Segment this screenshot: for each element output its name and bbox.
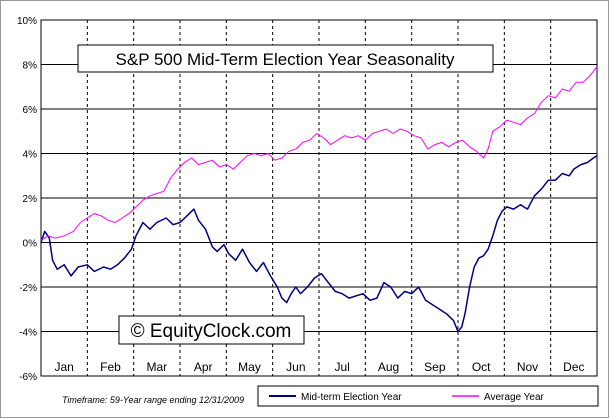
x-tick-label: Jul (334, 360, 349, 374)
watermark-box: © EquityClock.com (118, 315, 305, 345)
x-axis-ticks: Jan Feb Mar Apr May Jun Jul Aug Sep Oct Nov Dec (54, 360, 584, 374)
y-tick-label: 2% (23, 194, 38, 205)
x-tick-label: Jun (286, 360, 305, 374)
y-tick-label: -6% (19, 372, 37, 383)
y-tick-label: -4% (19, 328, 37, 339)
x-tick-label: Aug (378, 360, 399, 374)
y-tick-label: 8% (23, 61, 38, 72)
title-border (77, 44, 494, 73)
x-tick-label: Jan (54, 360, 73, 374)
x-tick-label: Apr (194, 360, 213, 374)
x-tick-label: May (238, 360, 261, 374)
chart-title: S&P 500 Mid-Term Election Year Seasonali… (116, 50, 455, 69)
y-tick-label: 0% (23, 239, 38, 250)
average-year-line (40, 66, 598, 241)
y-tick-label: 4% (23, 150, 38, 161)
x-tick-label: Oct (472, 360, 491, 374)
y-tick-label: -2% (19, 283, 37, 294)
x-tick-label: Feb (100, 360, 121, 374)
x-tick-label: Sep (424, 360, 446, 374)
legend-label-average: Average Year (484, 392, 545, 403)
x-tick-label: Dec (563, 360, 584, 374)
legend: Mid-term Election Year Average Year (257, 385, 599, 407)
title-box: S&P 500 Mid-Term Election Year Seasonali… (77, 44, 494, 73)
mid-term-election-year-line (40, 155, 598, 333)
legend-box (257, 385, 599, 407)
y-tick-label: 6% (23, 105, 38, 116)
x-tick-label: Mar (146, 360, 167, 374)
watermark-text: © EquityClock.com (131, 321, 292, 342)
x-tick-label: Nov (517, 360, 538, 374)
series-lines (40, 66, 598, 333)
timeframe-footnote: Timeframe: 59-Year range ending 12/31/20… (62, 395, 244, 405)
legend-label-mid-term: Mid-term Election Year (301, 392, 402, 403)
watermark-border (118, 315, 305, 345)
y-axis-ticks: 10% 8% 6% 4% 2% 0% -2% -4% -6% (17, 16, 37, 383)
y-tick-label: 10% (17, 16, 37, 27)
